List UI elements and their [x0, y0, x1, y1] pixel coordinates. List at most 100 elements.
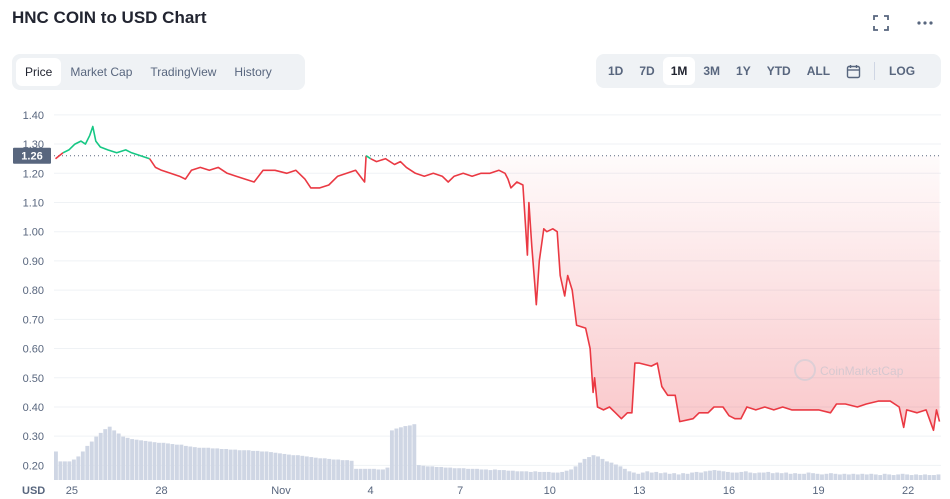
- range-1y[interactable]: 1Y: [736, 64, 751, 78]
- volume-bar: [770, 473, 775, 480]
- more-icon[interactable]: [914, 12, 936, 34]
- volume-bar: [591, 455, 596, 480]
- volume-bar: [909, 475, 914, 480]
- volume-bar: [98, 432, 103, 480]
- range-1m[interactable]: 1M: [662, 57, 696, 85]
- fullscreen-icon[interactable]: [870, 12, 892, 34]
- volume-bar: [761, 472, 766, 480]
- volume-bar: [170, 444, 175, 480]
- volume-bar: [215, 448, 220, 480]
- volume-bar: [224, 449, 229, 480]
- volume-bar: [793, 473, 798, 480]
- calendar-icon[interactable]: [838, 57, 868, 85]
- volume-bar: [192, 447, 197, 480]
- volume-bar: [89, 441, 94, 480]
- current-price-label: 1.26: [21, 151, 42, 163]
- range-7d[interactable]: 7D: [639, 64, 655, 78]
- volume-bar: [891, 475, 896, 480]
- volume-bar: [936, 474, 941, 480]
- y-tick-label: 1.20: [23, 168, 44, 180]
- volume-bar: [694, 471, 699, 480]
- volume-bar: [560, 471, 565, 480]
- volume-bar: [882, 473, 887, 480]
- volume-bar: [385, 467, 390, 480]
- x-tick-label: 7: [457, 485, 463, 497]
- volume-bar: [766, 471, 771, 480]
- x-tick-label: 28: [155, 485, 167, 497]
- tab-tradingview[interactable]: TradingView: [150, 65, 217, 79]
- tab-history[interactable]: History: [234, 65, 272, 79]
- volume-bar: [439, 466, 444, 480]
- volume-bar: [358, 468, 363, 480]
- volume-bar: [837, 474, 842, 480]
- price-line: [55, 125, 941, 432]
- y-tick-label: 0.90: [23, 256, 44, 268]
- volume-bar: [564, 470, 569, 480]
- volume-bar: [578, 462, 583, 480]
- y-tick-label: 0.60: [23, 344, 44, 356]
- volume-bar: [479, 469, 484, 480]
- volume-bar: [703, 471, 708, 480]
- volume-bar: [582, 458, 587, 480]
- volume-bar: [210, 448, 215, 480]
- volume-bar: [255, 450, 260, 480]
- range-3m[interactable]: 3M: [703, 64, 721, 78]
- volume-bar: [864, 474, 869, 480]
- y-tick-label: 0.70: [23, 314, 44, 326]
- volume-bar: [779, 473, 784, 480]
- volume-bar: [457, 468, 462, 480]
- volume-bar: [103, 429, 108, 480]
- volume-bar: [188, 446, 193, 480]
- x-axis-labels: 25 28 Nov 4 7 10 13 16 19 22: [66, 485, 914, 497]
- volume-bar: [260, 451, 264, 480]
- volume-bar: [407, 425, 412, 480]
- volume-bar: [367, 468, 372, 480]
- volume-bar: [443, 467, 448, 480]
- volume-bar: [269, 452, 273, 480]
- range-ytd[interactable]: YTD: [766, 64, 791, 78]
- volume-bar: [896, 474, 901, 480]
- volume-bar: [712, 470, 717, 480]
- volume-bar: [62, 461, 67, 480]
- x-tick-label: 22: [902, 485, 914, 497]
- volume-bar: [331, 459, 336, 480]
- tab-price[interactable]: Price: [16, 58, 62, 86]
- volume-bar: [94, 436, 99, 480]
- volume-bar: [542, 471, 547, 480]
- loss-area: [490, 155, 940, 431]
- volume-bar: [802, 473, 807, 480]
- volume-bar: [112, 430, 117, 480]
- volume-bar: [282, 453, 287, 480]
- volume-bar: [842, 473, 847, 480]
- volume-bar: [846, 474, 851, 480]
- y-tick-label: 0.30: [23, 431, 44, 443]
- volume-bar: [425, 466, 430, 480]
- x-tick-label: 19: [812, 485, 824, 497]
- volume-bar: [932, 475, 936, 480]
- price-line-up: [365, 155, 372, 160]
- volume-bar: [878, 475, 883, 480]
- coinmarketcap-logo: CoinMarketCap: [794, 359, 904, 381]
- volume-bar: [58, 461, 63, 480]
- volume-bar: [277, 453, 282, 480]
- volume-bar: [416, 465, 421, 480]
- volume-bar: [273, 452, 278, 480]
- volume-bar: [295, 455, 300, 480]
- range-1d[interactable]: 1D: [608, 64, 624, 78]
- tab-market-cap[interactable]: Market Cap: [70, 65, 133, 79]
- volume-bar: [515, 471, 520, 480]
- volume-bar: [80, 451, 85, 480]
- log-scale-toggle[interactable]: LOG: [889, 64, 916, 78]
- volume-bar: [869, 473, 874, 480]
- volume-bar: [381, 469, 385, 480]
- volume-bar: [448, 467, 453, 480]
- volume-bar: [524, 471, 529, 480]
- volume-bar: [596, 456, 600, 480]
- x-tick-label: 10: [544, 485, 556, 497]
- y-tick-label: 0.20: [23, 460, 44, 472]
- price-line-up: [62, 125, 150, 160]
- volume-bar: [470, 468, 475, 480]
- volume-bar: [725, 471, 730, 480]
- volume-bar: [152, 442, 157, 480]
- range-all[interactable]: ALL: [806, 64, 831, 78]
